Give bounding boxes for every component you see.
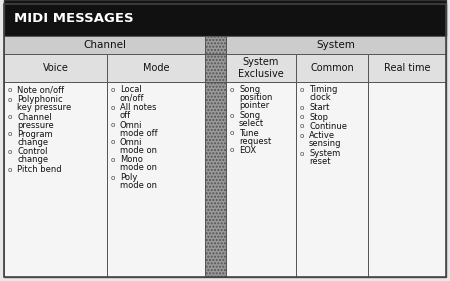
Text: position: position <box>239 94 272 103</box>
Bar <box>205 36 226 54</box>
Text: Poly: Poly <box>120 173 137 182</box>
Text: mode off: mode off <box>120 128 158 137</box>
Text: EOX: EOX <box>239 146 256 155</box>
Bar <box>4 0 446 36</box>
Text: o: o <box>8 96 13 103</box>
Text: o: o <box>230 87 234 93</box>
Text: o: o <box>8 132 13 137</box>
Bar <box>205 82 226 277</box>
Text: Song: Song <box>239 111 260 120</box>
Text: o: o <box>300 133 304 139</box>
Text: o: o <box>111 87 115 93</box>
Text: Timing: Timing <box>309 85 338 94</box>
Text: System
Exclusive: System Exclusive <box>238 57 284 79</box>
Text: Local: Local <box>120 85 142 94</box>
Text: Channel: Channel <box>17 112 52 121</box>
Text: System: System <box>309 149 340 158</box>
Text: Voice: Voice <box>43 63 68 73</box>
Bar <box>205 54 226 82</box>
Text: MIDI MESSAGES: MIDI MESSAGES <box>14 12 134 24</box>
Text: reset: reset <box>309 157 330 166</box>
Text: Omni: Omni <box>120 138 143 147</box>
Text: o: o <box>111 122 115 128</box>
Bar <box>368 82 446 277</box>
Text: mode on: mode on <box>120 164 157 173</box>
Text: All notes: All notes <box>120 103 157 112</box>
Bar <box>4 36 205 54</box>
Text: Mono: Mono <box>120 155 143 164</box>
Text: sensing: sensing <box>309 139 342 148</box>
Text: o: o <box>8 114 13 120</box>
Text: o: o <box>300 151 304 157</box>
Text: System: System <box>316 40 356 50</box>
Text: Polyphonic: Polyphonic <box>17 95 63 104</box>
Text: on/off: on/off <box>120 94 144 103</box>
Text: pointer: pointer <box>239 101 269 110</box>
Text: o: o <box>111 139 115 146</box>
Text: off: off <box>120 111 131 120</box>
Text: Omni: Omni <box>120 121 143 130</box>
Bar <box>226 36 446 54</box>
Text: change: change <box>17 155 48 164</box>
Text: Start: Start <box>309 103 329 112</box>
Bar <box>4 82 107 277</box>
Bar <box>4 54 107 82</box>
Text: Stop: Stop <box>309 112 328 121</box>
Text: Common: Common <box>310 63 354 73</box>
Text: Mode: Mode <box>143 63 169 73</box>
Bar <box>296 54 368 82</box>
Text: Real time: Real time <box>384 63 430 73</box>
Bar <box>226 82 296 277</box>
Text: Continue: Continue <box>309 122 347 131</box>
Text: o: o <box>230 148 234 153</box>
Text: key pressure: key pressure <box>17 103 71 112</box>
Text: mode on: mode on <box>120 181 157 190</box>
Bar <box>226 54 296 82</box>
Text: pressure: pressure <box>17 121 54 130</box>
Text: Tune: Tune <box>239 128 259 137</box>
Text: o: o <box>300 124 304 130</box>
Text: Active: Active <box>309 132 335 140</box>
Text: o: o <box>300 114 304 120</box>
Text: Program: Program <box>17 130 53 139</box>
Text: o: o <box>8 167 13 173</box>
Text: o: o <box>8 149 13 155</box>
Text: clock: clock <box>309 94 331 103</box>
Text: o: o <box>8 87 13 93</box>
Text: change: change <box>17 138 48 147</box>
Text: Control: Control <box>17 148 48 157</box>
Text: o: o <box>111 157 115 163</box>
Bar <box>296 82 368 277</box>
Text: o: o <box>300 105 304 110</box>
Text: Pitch bend: Pitch bend <box>17 165 62 174</box>
Text: Note on/off: Note on/off <box>17 85 64 94</box>
Text: select: select <box>239 119 264 128</box>
Text: o: o <box>300 87 304 93</box>
Bar <box>107 54 205 82</box>
Text: o: o <box>111 105 115 110</box>
Text: mode on: mode on <box>120 146 157 155</box>
Text: request: request <box>239 137 271 146</box>
Text: o: o <box>230 112 234 119</box>
Text: o: o <box>230 130 234 136</box>
Bar <box>368 54 446 82</box>
Text: Channel: Channel <box>83 40 126 50</box>
Text: Song: Song <box>239 85 260 94</box>
Text: o: o <box>111 175 115 180</box>
Bar <box>107 82 205 277</box>
